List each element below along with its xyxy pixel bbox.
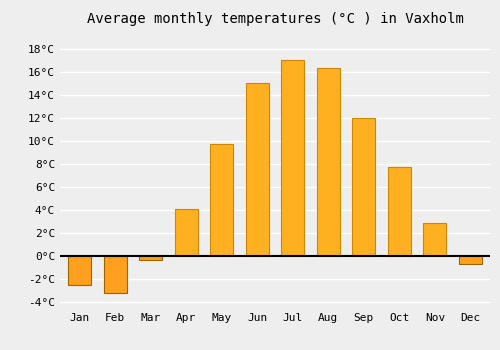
Bar (139, 256, 162, 260)
Bar (246, 83, 269, 256)
Bar (174, 209, 198, 256)
Bar (424, 223, 446, 256)
Bar (210, 145, 233, 256)
Title: Average monthly temperatures (°C ) in Vaxholm: Average monthly temperatures (°C ) in Va… (86, 12, 464, 26)
Bar (68, 256, 91, 285)
Bar (281, 60, 304, 256)
Bar (352, 118, 376, 256)
Bar (459, 256, 482, 264)
Bar (104, 256, 126, 293)
Bar (317, 68, 340, 256)
Bar (388, 167, 411, 256)
